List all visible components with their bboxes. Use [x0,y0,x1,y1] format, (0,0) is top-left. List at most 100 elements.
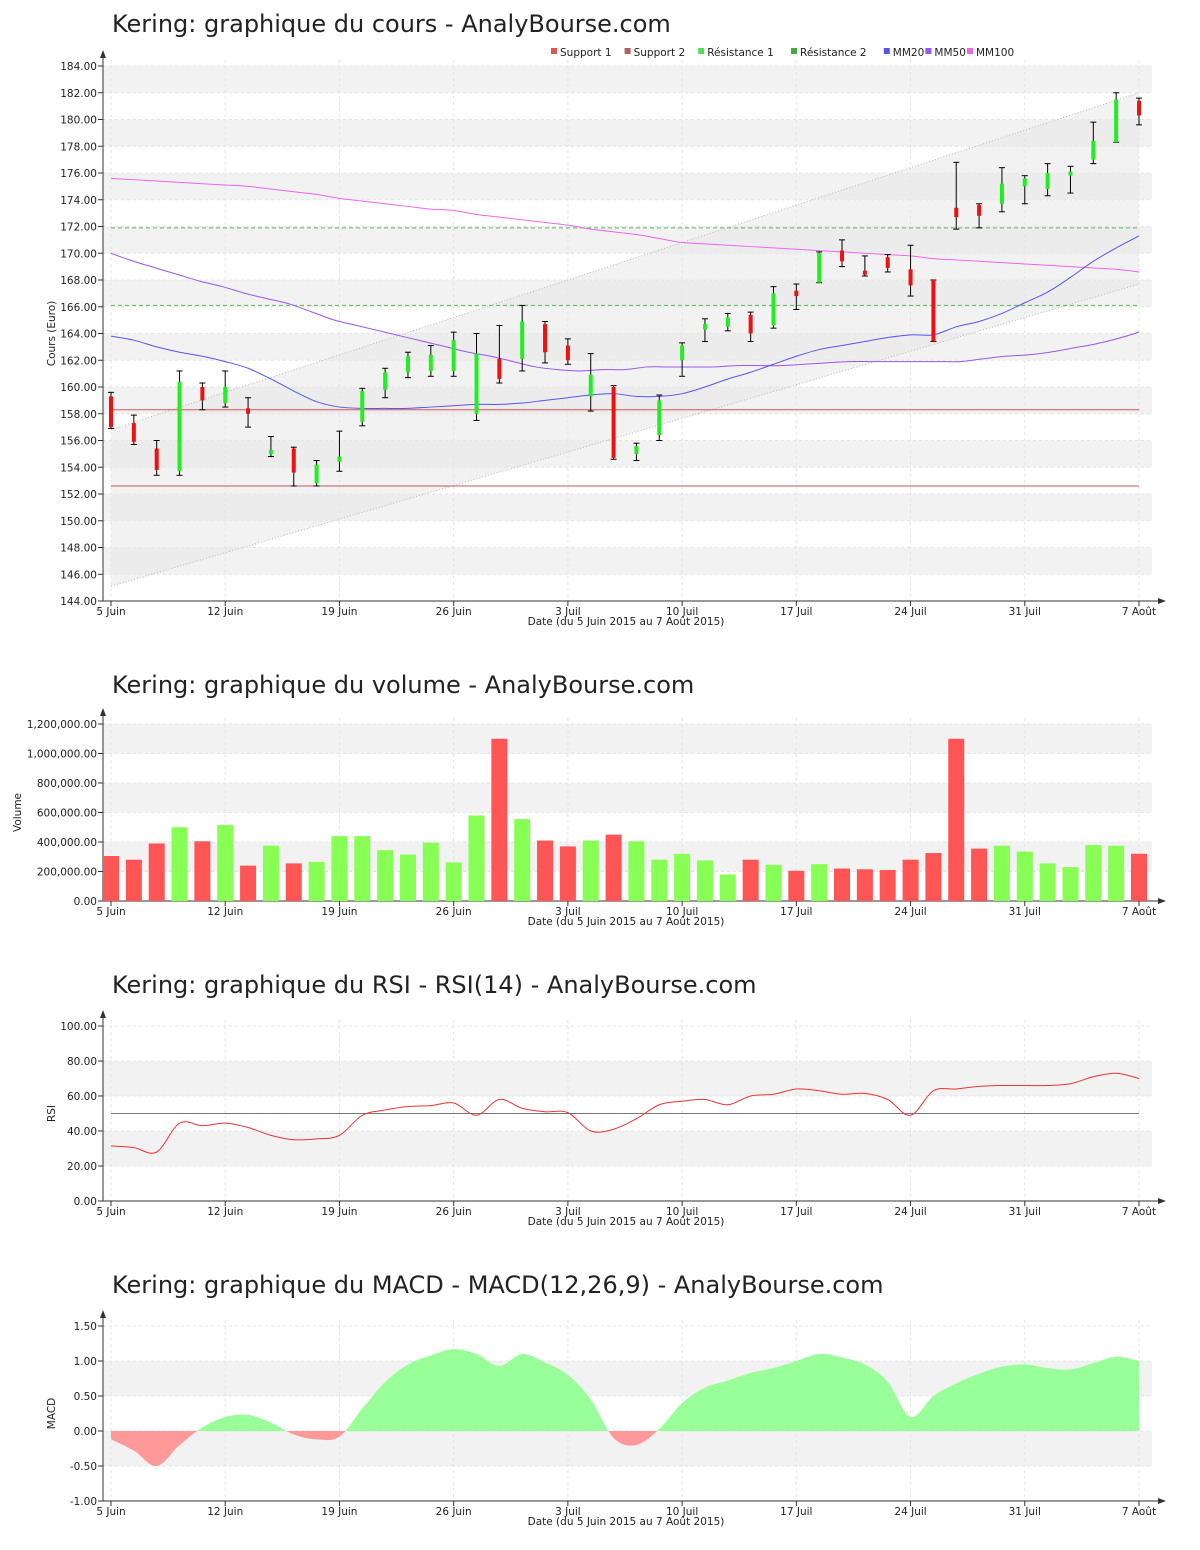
candle [1113,92,1120,143]
macd-x-axis-arrow [1158,1498,1166,1504]
candle [290,446,297,487]
price-ytick-label: 176.00 [60,168,97,180]
rsi-y-axis-arrow [100,1010,106,1018]
volume-ytick-label: 0.00 [74,896,97,908]
volume-ytick-label: 400,000.00 [37,837,97,849]
candle [473,333,480,421]
candle-body [908,269,913,286]
channel-upper-line [110,92,1140,431]
candle [427,345,434,377]
volume-bar [605,834,622,901]
candle-body [1091,140,1096,160]
macd-x-axis-label: Date (du 5 Juin 2015 au 7 Août 2015) [528,1516,725,1528]
candle [1021,175,1028,205]
candle-body [999,183,1004,204]
volume-bar [993,845,1010,901]
volume-xtick-label: 3 Juil [555,906,581,918]
volume-bar [742,859,759,901]
macd-xtick-label: 3 Juil [555,1506,581,1518]
volume-bar [1039,863,1056,901]
candle-body [680,345,685,361]
candle [1044,163,1051,197]
price-ytick-label: 148.00 [60,543,97,555]
volume-x-axis-label: Date (du 5 Juin 2015 au 7 Août 2015) [528,916,725,928]
candle-body [977,205,982,216]
candle [633,442,640,462]
macd-ytick-label: 0.00 [74,1426,97,1438]
macd-ytick-label: 1.00 [74,1356,97,1368]
candle-body [840,250,845,262]
candle-body [223,387,228,404]
rsi-xtick-label: 31 Juil [1009,1206,1041,1218]
candle-body [497,358,502,379]
price-xtick-label: 26 Juin [436,606,472,618]
candle [816,251,823,284]
legend-swatch [925,48,932,54]
candle [1136,97,1142,126]
candle-body [954,207,959,218]
volume-bar [217,825,234,901]
volume-bar [879,870,896,901]
rsi-xtick-label: 12 Juin [207,1206,243,1218]
candle-body [725,317,730,327]
price-ytick-label: 170.00 [60,248,97,260]
volume-bar [537,840,554,901]
candle-body [109,396,113,428]
macd-ytick-label: -1.00 [70,1496,97,1508]
macd-ytick-label: -0.50 [70,1461,97,1473]
candle-body [702,324,707,330]
volume-chart: 0.00 200,000.00 400,000.00 600,000.00 800,00… [12,708,1166,928]
candle [998,167,1005,213]
macd-xtick-label: 7 Août [1122,1506,1156,1518]
candle [701,318,708,343]
rsi-xtick-label: 7 Août [1122,1206,1156,1218]
volume-bar [148,843,165,901]
candle [176,370,183,476]
rsi-grid-band [103,1061,1152,1096]
macd-xtick-label: 5 Juin [96,1506,125,1518]
volume-xtick-label: 24 Juil [894,906,926,918]
volume-bar [834,868,851,901]
volume-xtick-label: 19 Juin [321,906,357,918]
volume-xtick-label: 10 Juil [666,906,698,918]
volume-xtick-label: 7 Août [1122,906,1156,918]
price-ytick-label: 144.00 [60,596,97,608]
price-xtick-label: 5 Juin [96,606,125,618]
rsi-xtick-label: 3 Juil [555,1206,581,1218]
candle [267,435,274,458]
volume-xtick-label: 31 Juil [1009,906,1041,918]
rsi-ytick-label: 0.00 [74,1196,97,1208]
price-y-axis-label: Cours (Euro) [46,301,58,367]
candle-body [451,340,456,371]
macd-xtick-label: 10 Juil [666,1506,698,1518]
macd-xtick-label: 26 Juin [436,1506,472,1518]
price-grid-band [103,547,1152,575]
mm20-line [110,235,1140,409]
macd-xtick-label: 17 Juil [780,1506,812,1518]
macd-y-axis-arrow [100,1310,106,1318]
price-ytick-label: 180.00 [60,115,97,127]
volume-ytick-label: 200,000.00 [37,867,97,879]
candle-body [1045,173,1050,190]
candle [153,440,160,476]
price-ytick-label: 172.00 [60,222,97,234]
macd-negative-area [111,1431,1139,1467]
candle [542,320,549,364]
candle [656,394,663,441]
rsi-chart: 0.00 20.00 40.00 60.00 80.00 100.00 5 Juin 12 J… [46,1010,1166,1228]
volume-bar [1085,844,1102,901]
rsi-xtick-label: 19 Juin [321,1206,357,1218]
volume-bar [719,874,736,901]
rsi-xtick-label: 5 Juin [96,1206,125,1218]
legend-label: MM20 [893,47,924,59]
candle-body [565,345,570,361]
candle [108,391,114,429]
candle-body [337,456,342,462]
candle [199,382,206,411]
volume-grid-band [103,724,1152,754]
rsi-xtick-label: 26 Juin [436,1206,472,1218]
price-ytick-label: 164.00 [60,329,97,341]
candle [724,312,731,332]
candle-body [634,445,639,454]
candle [496,324,503,384]
